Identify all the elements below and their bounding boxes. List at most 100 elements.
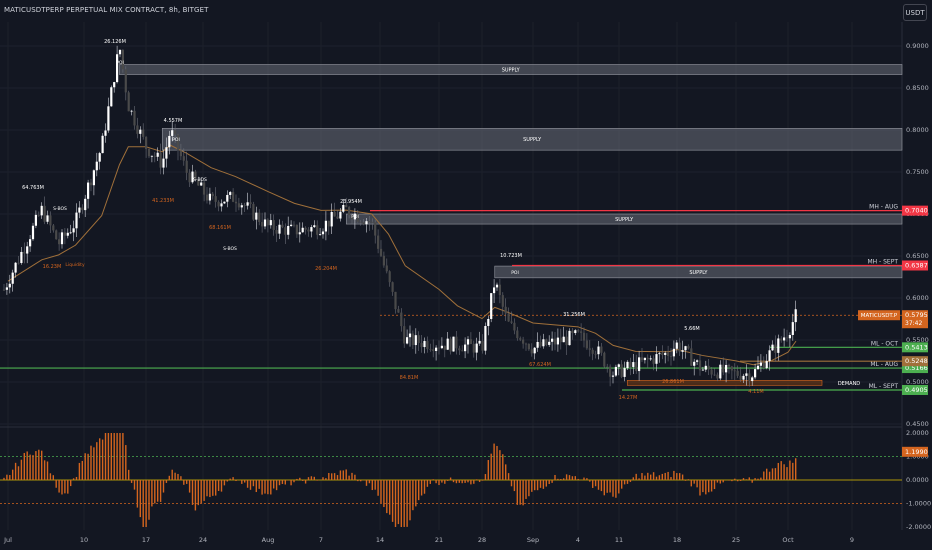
osc-bar — [603, 480, 605, 496]
osc-bar — [368, 480, 371, 484]
osc-bar — [586, 478, 588, 480]
osc-bar — [739, 480, 742, 481]
candle-body — [8, 283, 11, 288]
time-axis-tick: 18 — [673, 536, 681, 544]
candle-body — [582, 332, 586, 341]
osc-bar — [467, 480, 469, 483]
osc-bar — [226, 480, 228, 482]
candle-body — [411, 333, 414, 346]
candle-body — [498, 284, 501, 296]
osc-bar — [328, 472, 330, 480]
osc-bar — [597, 480, 600, 490]
osc-bar — [612, 480, 614, 497]
candle-body — [524, 343, 528, 345]
osc-bar — [768, 471, 771, 480]
candle-body — [214, 196, 217, 202]
osc-bar — [133, 480, 136, 490]
candle-body — [516, 330, 519, 339]
candle-body — [545, 339, 548, 345]
candle-body — [539, 341, 542, 347]
osc-bar — [394, 480, 397, 527]
candle-body — [759, 362, 762, 366]
candle-body — [278, 224, 281, 234]
candle-body — [87, 182, 90, 199]
candle-body — [385, 265, 388, 272]
price-axis-tick: 0.6500 — [906, 252, 929, 260]
candle-body — [92, 170, 95, 186]
chart-title: MATICUSDTPERP PERPETUAL MIX CONTRACT, 8h… — [4, 6, 209, 14]
candle-body — [574, 330, 577, 334]
osc-bar — [635, 473, 637, 480]
candle-body — [565, 336, 568, 346]
osc-bar — [548, 480, 550, 485]
price-axis-tick: 0.8000 — [906, 126, 929, 134]
time-axis: Jul 10 17 24 Aug 7 14 21 28 Sep 4 11 18 25 Oct 9 — [3, 536, 854, 544]
candle-body — [353, 213, 356, 220]
osc-bar — [418, 480, 420, 501]
osc-bar — [246, 480, 249, 488]
time-axis-tick: 25 — [732, 536, 740, 544]
osc-bar — [322, 477, 324, 480]
candle-body — [58, 239, 61, 245]
candle-body — [562, 336, 565, 343]
candle-body — [350, 215, 354, 220]
osc-bar — [493, 443, 495, 480]
candle-body — [194, 171, 197, 180]
candle-body — [698, 360, 702, 371]
osc-bar — [267, 480, 269, 495]
candle-body — [136, 125, 139, 134]
candle-body — [727, 364, 731, 367]
osc-bar — [377, 480, 379, 496]
supply-zones: SUPPLY SUPPLY SUPPLY SUPPLY DEMAND — [119, 64, 903, 387]
osc-bar — [55, 480, 57, 488]
time-axis-tick: 28 — [478, 536, 486, 544]
candle-body — [472, 343, 475, 353]
osc-bar — [496, 445, 498, 480]
candle-body — [742, 375, 745, 380]
osc-bar — [592, 480, 594, 488]
osc-bar — [774, 468, 777, 480]
osc-bar — [476, 479, 478, 480]
osc-bar — [49, 473, 52, 480]
candle-body — [495, 284, 499, 288]
time-axis-tick: 24 — [199, 536, 207, 544]
osc-bar — [177, 473, 179, 480]
candle-body — [319, 234, 322, 236]
time-axis-tick: 7 — [319, 536, 323, 544]
osc-bar — [539, 480, 542, 488]
candle-body — [522, 339, 525, 344]
candle-body — [437, 347, 441, 349]
osc-bar — [145, 480, 147, 527]
osc-bar — [270, 480, 272, 495]
osc-bar — [302, 480, 304, 481]
osc-bar — [484, 474, 487, 480]
osc-bar — [191, 480, 194, 505]
osc-bar — [734, 478, 736, 480]
osc-bar — [748, 477, 750, 480]
candle-body — [484, 325, 487, 351]
osc-bar — [522, 480, 524, 506]
candle-body — [748, 373, 751, 382]
candle-body — [26, 246, 29, 254]
osc-bar — [35, 451, 37, 480]
osc-bar — [200, 480, 202, 504]
osc-bar — [290, 480, 292, 486]
osc-bar — [658, 475, 661, 480]
osc-bar — [690, 480, 692, 487]
osc-bar — [470, 480, 472, 485]
candle-body — [730, 366, 733, 371]
currency-button[interactable]: USDT — [903, 4, 927, 21]
osc-bar — [203, 480, 205, 501]
osc-bar — [458, 480, 460, 483]
osc-bar — [261, 480, 263, 495]
candle-body — [577, 330, 580, 332]
osc-bar — [766, 468, 768, 480]
candle-body — [272, 220, 275, 230]
candle-body — [432, 349, 435, 351]
candle-body — [150, 155, 153, 157]
volume-label: 41.233M — [152, 198, 174, 204]
candle-body — [52, 225, 55, 231]
osc-bar — [449, 477, 452, 480]
osc-bar — [122, 433, 124, 480]
